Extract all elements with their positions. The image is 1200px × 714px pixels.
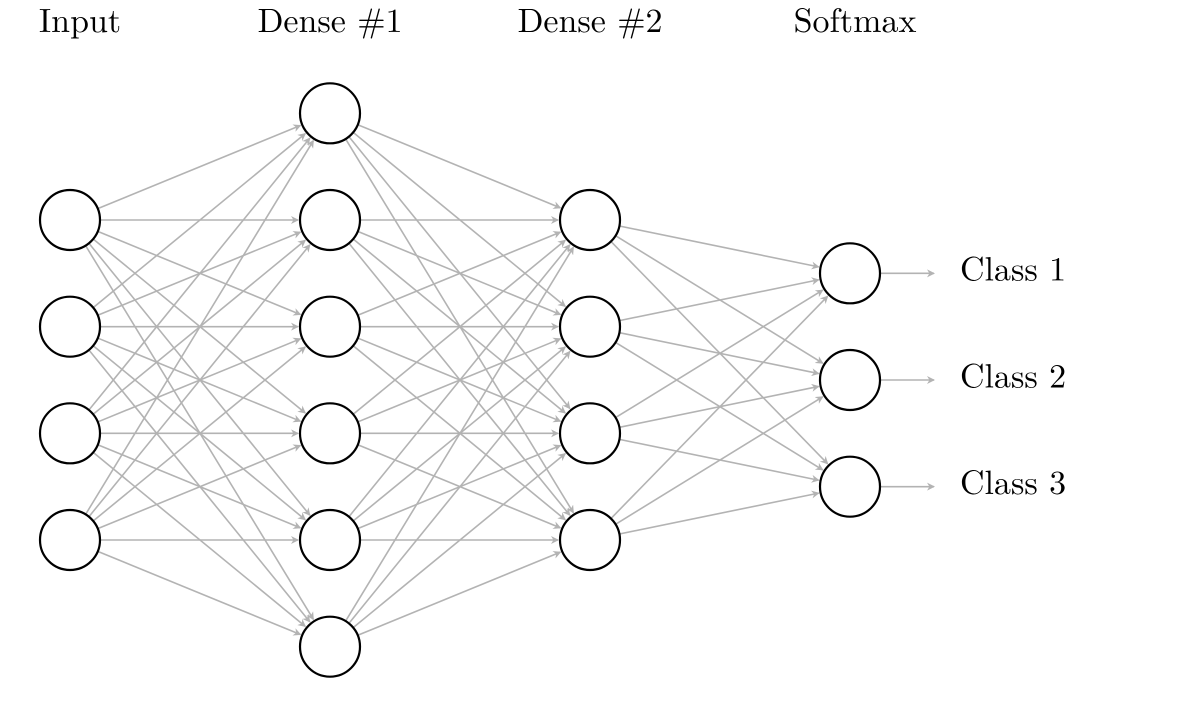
- edge: [619, 493, 818, 534]
- edge: [349, 245, 570, 517]
- edge: [358, 125, 561, 208]
- input-node: [40, 510, 100, 570]
- output-class-label: Class 1: [960, 243, 1066, 291]
- dense1-node: [300, 83, 360, 143]
- edge: [349, 352, 570, 624]
- edge: [619, 226, 818, 267]
- layer-label-dense1: Dense #1: [257, 0, 402, 42]
- dense1-node: [300, 403, 360, 463]
- layer-label-input: Input: [39, 0, 121, 42]
- layer-label-softmax: Softmax: [794, 0, 917, 42]
- layer-label-dense2: Dense #2: [517, 0, 662, 42]
- output-class-label: Class 2: [960, 349, 1066, 397]
- edge: [86, 141, 314, 515]
- dense2-node: [560, 510, 620, 570]
- input-node: [40, 190, 100, 250]
- dense1-node: [300, 190, 360, 250]
- softmax-node: [820, 243, 880, 303]
- edges-group: [86, 125, 934, 636]
- softmax-node: [820, 457, 880, 517]
- neural-network-diagram: Class 1 Class 2 Class 3 Input Dense #1 Dense …: [0, 0, 1200, 714]
- edge: [89, 245, 310, 517]
- dense2-node: [560, 190, 620, 250]
- dense2-node: [560, 403, 620, 463]
- dense1-node: [300, 297, 360, 357]
- input-node: [40, 297, 100, 357]
- edge: [611, 296, 828, 518]
- edge: [619, 280, 818, 321]
- softmax-node: [820, 350, 880, 410]
- dense1-node: [300, 617, 360, 677]
- edge: [346, 247, 574, 621]
- dense2-node: [560, 297, 620, 357]
- edge: [616, 397, 823, 525]
- edge: [98, 125, 301, 208]
- edge: [89, 138, 310, 410]
- edge: [358, 552, 561, 635]
- input-node: [40, 403, 100, 463]
- edge: [98, 551, 301, 634]
- output-class-label: Class 3: [960, 456, 1066, 504]
- dense1-node: [300, 510, 360, 570]
- edge: [616, 290, 823, 418]
